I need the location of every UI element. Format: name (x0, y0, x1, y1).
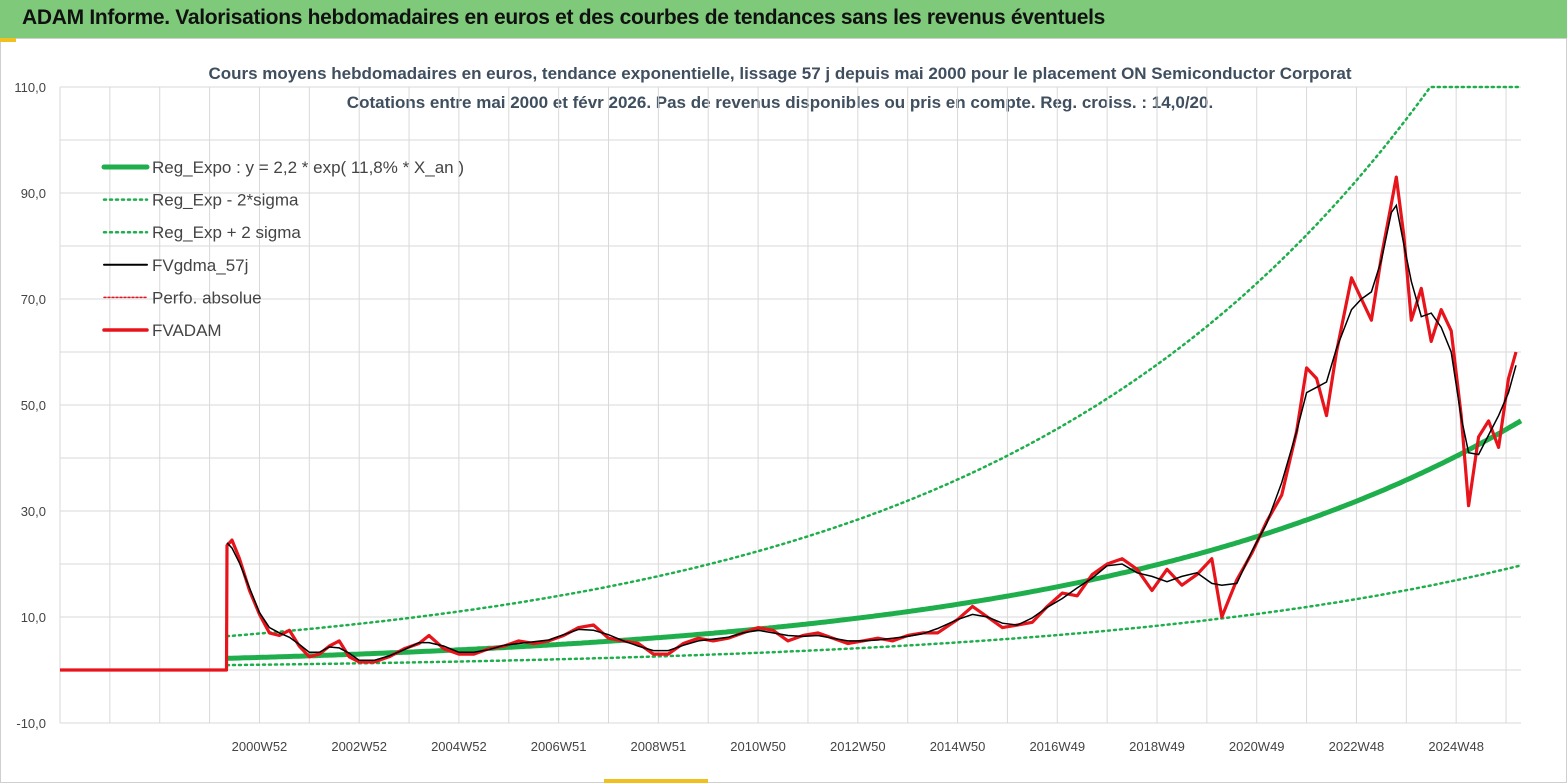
legend-label: Reg_Expo : y = 2,2 * exp( 11,8% * X_an ) (152, 158, 464, 177)
y-tick-label: 30,0 (21, 504, 46, 519)
legend-label: Reg_Exp + 2 sigma (152, 223, 301, 242)
x-tick-label: 2002W52 (331, 739, 387, 754)
x-tick-label: 2018W49 (1129, 739, 1185, 754)
legend-label: Perfo. absolue (152, 288, 262, 307)
series-fvgdma-57j (226, 203, 1517, 662)
x-tick-label: 2008W51 (631, 739, 687, 754)
legend-label: Reg_Exp - 2*sigma (152, 191, 299, 210)
x-tick-label: 2000W52 (232, 739, 288, 754)
series-reg-minus-2sigma (225, 564, 1523, 667)
top-left-accent (0, 38, 16, 42)
series-reg-expo (227, 418, 1523, 661)
y-tick-label: 50,0 (21, 398, 46, 413)
x-tick-label: 2004W52 (431, 739, 487, 754)
bottom-accent (604, 779, 708, 783)
x-tick-label: 2022W48 (1329, 739, 1385, 754)
legend-label: FVADAM (152, 321, 222, 340)
y-tick-label: 110,0 (14, 80, 46, 95)
y-tick-label: 90,0 (21, 186, 46, 201)
x-tick-label: 2010W50 (730, 739, 786, 754)
x-tick-label: 2020W49 (1229, 739, 1285, 754)
chart-title-line2: Cotations entre mai 2000 et févr 2026. P… (346, 93, 1214, 112)
series-fvadam (60, 175, 1518, 672)
x-tick-label: 2014W50 (930, 739, 986, 754)
chart-title-line1: Cours moyens hebdomadaires en euros, ten… (208, 64, 1352, 83)
x-tick-label: 2012W50 (830, 739, 886, 754)
y-tick-label: 10,0 (21, 610, 46, 625)
series-reg-plus-2sigma (225, 85, 1523, 638)
x-tick-label: 2016W49 (1029, 739, 1085, 754)
x-tick-label: 2024W48 (1428, 739, 1484, 754)
legend-label: FVgdma_57j (152, 256, 248, 275)
x-tick-label: 2006W51 (531, 739, 587, 754)
report-banner: ADAM Informe. Valorisations hebdomadaire… (0, 0, 1567, 39)
report-title: ADAM Informe. Valorisations hebdomadaire… (22, 6, 1106, 29)
y-tick-label: 70,0 (21, 292, 46, 307)
y-tick-label: -10,0 (16, 716, 46, 731)
